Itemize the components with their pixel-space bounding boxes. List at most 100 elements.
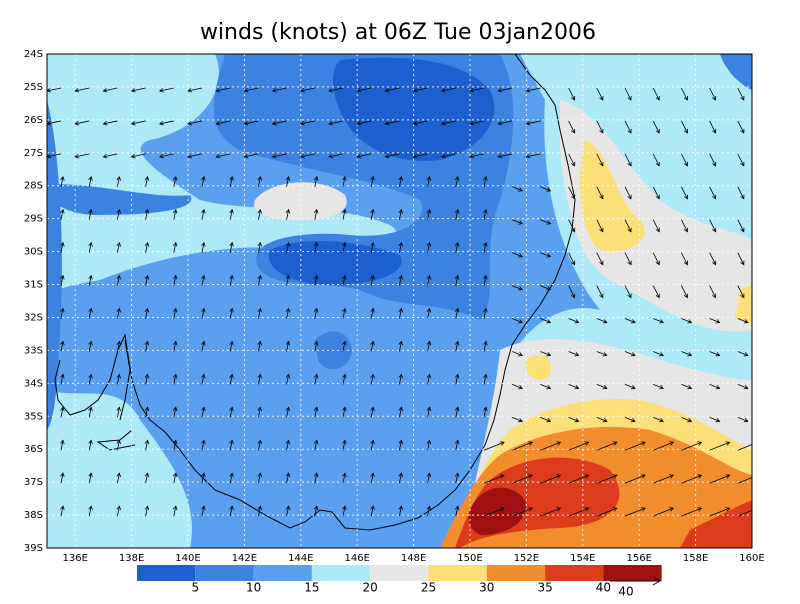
wind-arrow-head [683,128,688,134]
wind-arrow [286,275,289,286]
wind-arrow-head [356,88,362,93]
wind-arrow-head [683,260,688,266]
wind-arrow-head [370,505,375,511]
colorbar-box [137,565,196,581]
wind-arrow [737,318,748,323]
wind-arrow [342,209,346,220]
wind-arrow [709,219,716,232]
wind-arrow [88,242,92,253]
wind-arrow-head [102,121,108,126]
wind-arrow-head [313,439,319,445]
wind-arrow [737,120,745,134]
wind-arrow [60,374,64,385]
wind-arrow [455,407,459,418]
wind-arrow-head [499,474,505,479]
wind-arrow-head [130,121,136,126]
wind-arrow [385,120,400,125]
lon-label: 160E [739,553,764,564]
wind-arrow [159,153,174,158]
wind-arrow-head [201,406,206,412]
wind-arrow-head [285,406,291,412]
wind-arrow [624,507,646,517]
wind-arrow-head [172,274,178,280]
wind-arrow-head [257,406,262,412]
wind-arrow-head [518,385,523,390]
wind-arrow [413,120,428,125]
map-frame [46,53,753,549]
wind-arrow [216,153,231,158]
wind-arrow-head [599,95,604,101]
wind-arrow [342,176,346,187]
wind-arrow-head [370,307,375,313]
wind-arrow-head [144,505,150,511]
contour-fill [560,100,752,332]
reference-label: 40 [618,585,633,599]
wind-arrow [60,275,64,286]
wind-arrow-head [528,441,533,446]
wind-arrow-head [640,441,646,446]
wind-arrow [455,308,459,319]
wind-arrow [469,153,485,158]
wind-arrow [286,341,289,352]
wind-arrow [117,506,120,517]
wind-arrow [737,444,752,451]
wind-arrow-head [144,472,150,478]
wind-arrow [357,153,372,158]
wind-arrow-head [440,88,446,93]
wind-arrow [286,176,289,187]
wind-arrow [229,440,233,451]
wind-arrow [258,407,261,418]
wind-arrow [258,440,261,451]
wind-arrow-head [271,153,277,159]
wind-arrow-head [116,373,121,379]
wind-arrow [568,120,575,134]
wind-arrow [653,416,664,422]
wind-arrow-head [201,241,206,247]
wind-arrow [286,407,289,418]
wind-arrow-head [412,121,418,126]
wind-arrow [624,474,646,484]
wind-arrow [314,275,318,286]
wind-arrow-head [74,153,80,159]
colorbar-label: 5 [191,581,199,595]
wind-arrow [145,341,148,352]
wind-arrow-head [426,373,432,379]
wind-arrow-head [328,153,333,159]
wind-arrow-head [574,319,580,324]
wind-arrow-head [574,417,580,423]
wind-arrow [399,275,402,286]
wind-arrow [469,120,485,125]
wind-arrow [653,318,664,323]
wind-arrow-head [412,153,418,159]
lon-label: 156E [626,553,651,564]
wind-arrow [652,120,660,134]
contour-fill [735,285,752,325]
wind-arrow [427,440,430,451]
wind-arrow-head [187,88,192,93]
wind-arrow [681,441,702,451]
wind-arrow [173,176,177,187]
wind-arrow [286,308,289,319]
wind-arrow [173,407,177,418]
wind-arrow-head [229,406,234,412]
wind-arrow [427,341,430,352]
wind-arrow [201,440,205,451]
wind-arrow [187,120,203,125]
wind-arrow-head [627,161,632,167]
wind-arrow-head [546,319,552,324]
colorbar-box [428,565,487,581]
wind-arrow [75,120,90,125]
wind-arrow-head [172,340,178,346]
wind-arrow-head [285,340,291,346]
wind-arrow-head [60,307,65,313]
wind-arrow [455,506,459,517]
wind-arrow [244,153,259,158]
wind-arrow [399,407,402,418]
wind-arrow [399,374,402,385]
wind-arrow-head [201,274,206,280]
wind-arrow-head [215,153,221,159]
wind-arrow-head [599,227,604,233]
wind-arrow [596,252,604,265]
wind-arrow-head [454,241,460,247]
